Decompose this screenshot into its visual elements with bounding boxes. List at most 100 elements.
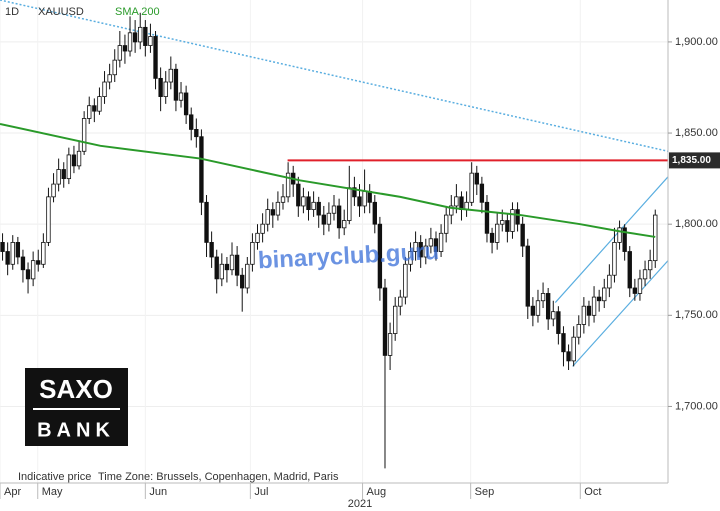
x-tick-label: Oct [584,486,601,498]
x-tick-label: Apr [4,486,21,498]
candle-body [647,260,653,271]
candle-body [168,68,174,83]
candle-body [285,172,291,198]
candle-body [459,196,464,211]
candle-body [224,263,230,271]
candle-body [408,251,413,265]
candle-body [102,81,107,97]
candle-body [540,293,546,302]
candle-body [362,190,367,207]
candle-body [51,183,56,198]
candle-body [586,305,592,316]
candle-body [20,256,26,271]
candle-body [510,209,515,232]
candle-body [41,242,46,265]
candle-body [143,26,148,46]
candle-body [240,274,245,289]
y-tick-label: 1,750.00 [675,309,718,321]
x-tick-label: Sep [475,486,495,498]
candle-body [158,77,163,98]
candle-body [428,238,434,247]
candle-body [443,214,449,234]
candle-body [0,242,5,252]
candle-body [265,209,270,225]
candle-body [469,172,474,203]
candle-body [92,105,97,112]
x-tick-label: Jun [149,486,167,498]
candle-body [127,32,133,52]
candle-body [653,214,658,262]
candle-body [494,223,500,243]
candle-body [87,105,92,119]
candle-body [138,26,143,43]
x-tick-label: May [42,486,63,498]
candle-body [112,59,117,76]
y-tick-label: 1,800.00 [675,218,718,230]
symbol: XAUUSD [38,6,84,18]
candle-body [229,254,235,271]
candle-body [321,214,326,225]
candle-body [449,205,454,216]
candle-body [591,296,597,316]
candle-body [214,256,219,280]
timezone: Time Zone: Brussels, Copenhagen, Madrid,… [98,471,339,483]
candle-body [454,196,459,207]
candle-body [81,118,87,152]
candle-body [500,220,505,225]
candle-body [97,96,102,112]
candle-body [535,300,541,316]
trend-line [554,176,669,303]
candle-body [423,245,428,258]
interval: 1D [5,6,19,18]
candle-body [76,150,82,167]
candle-body [545,293,551,320]
candle-body [342,220,347,229]
candle-body [15,242,21,258]
candle-body [607,274,612,289]
candle-body [393,305,398,334]
candle-body [280,196,286,203]
candle-body [36,260,41,265]
candle-body [209,242,214,258]
candle-body [576,324,581,338]
candle-body [234,254,240,276]
candle-body [255,232,260,243]
candle-body [183,92,189,116]
candle-body [194,129,199,138]
candle-body [617,227,622,243]
candle-body [270,209,275,216]
candle-body [204,201,209,243]
candle-body [382,287,388,356]
candle-body [403,263,408,298]
sma-legend: SMA 200 [115,6,160,18]
candle-body [561,333,566,353]
trend-line [572,260,669,367]
candle-body [326,212,332,225]
candle-body [581,305,587,325]
candle-body [474,172,479,185]
candle-body [515,209,520,225]
candle-body [25,269,31,280]
candle-body [107,74,112,83]
logo-box [25,368,128,446]
candle-body [311,201,316,211]
candle-body [622,227,627,252]
candle-body [56,169,61,185]
sma-line [0,122,656,238]
candle-body [357,196,362,207]
candle-body [530,305,536,316]
logo-bottom: BANK [37,419,115,441]
candle-body [66,154,72,180]
logo: SAXO BANK [25,368,128,446]
candle-body [178,92,184,101]
candle-body [433,238,439,252]
candle-body [525,245,530,307]
candle-body [61,169,66,180]
candle-body [71,154,77,167]
candle-body [336,205,342,229]
candle-body [260,223,265,234]
candle-body [418,242,423,258]
candle-body [219,263,225,280]
candle-body [352,187,357,198]
